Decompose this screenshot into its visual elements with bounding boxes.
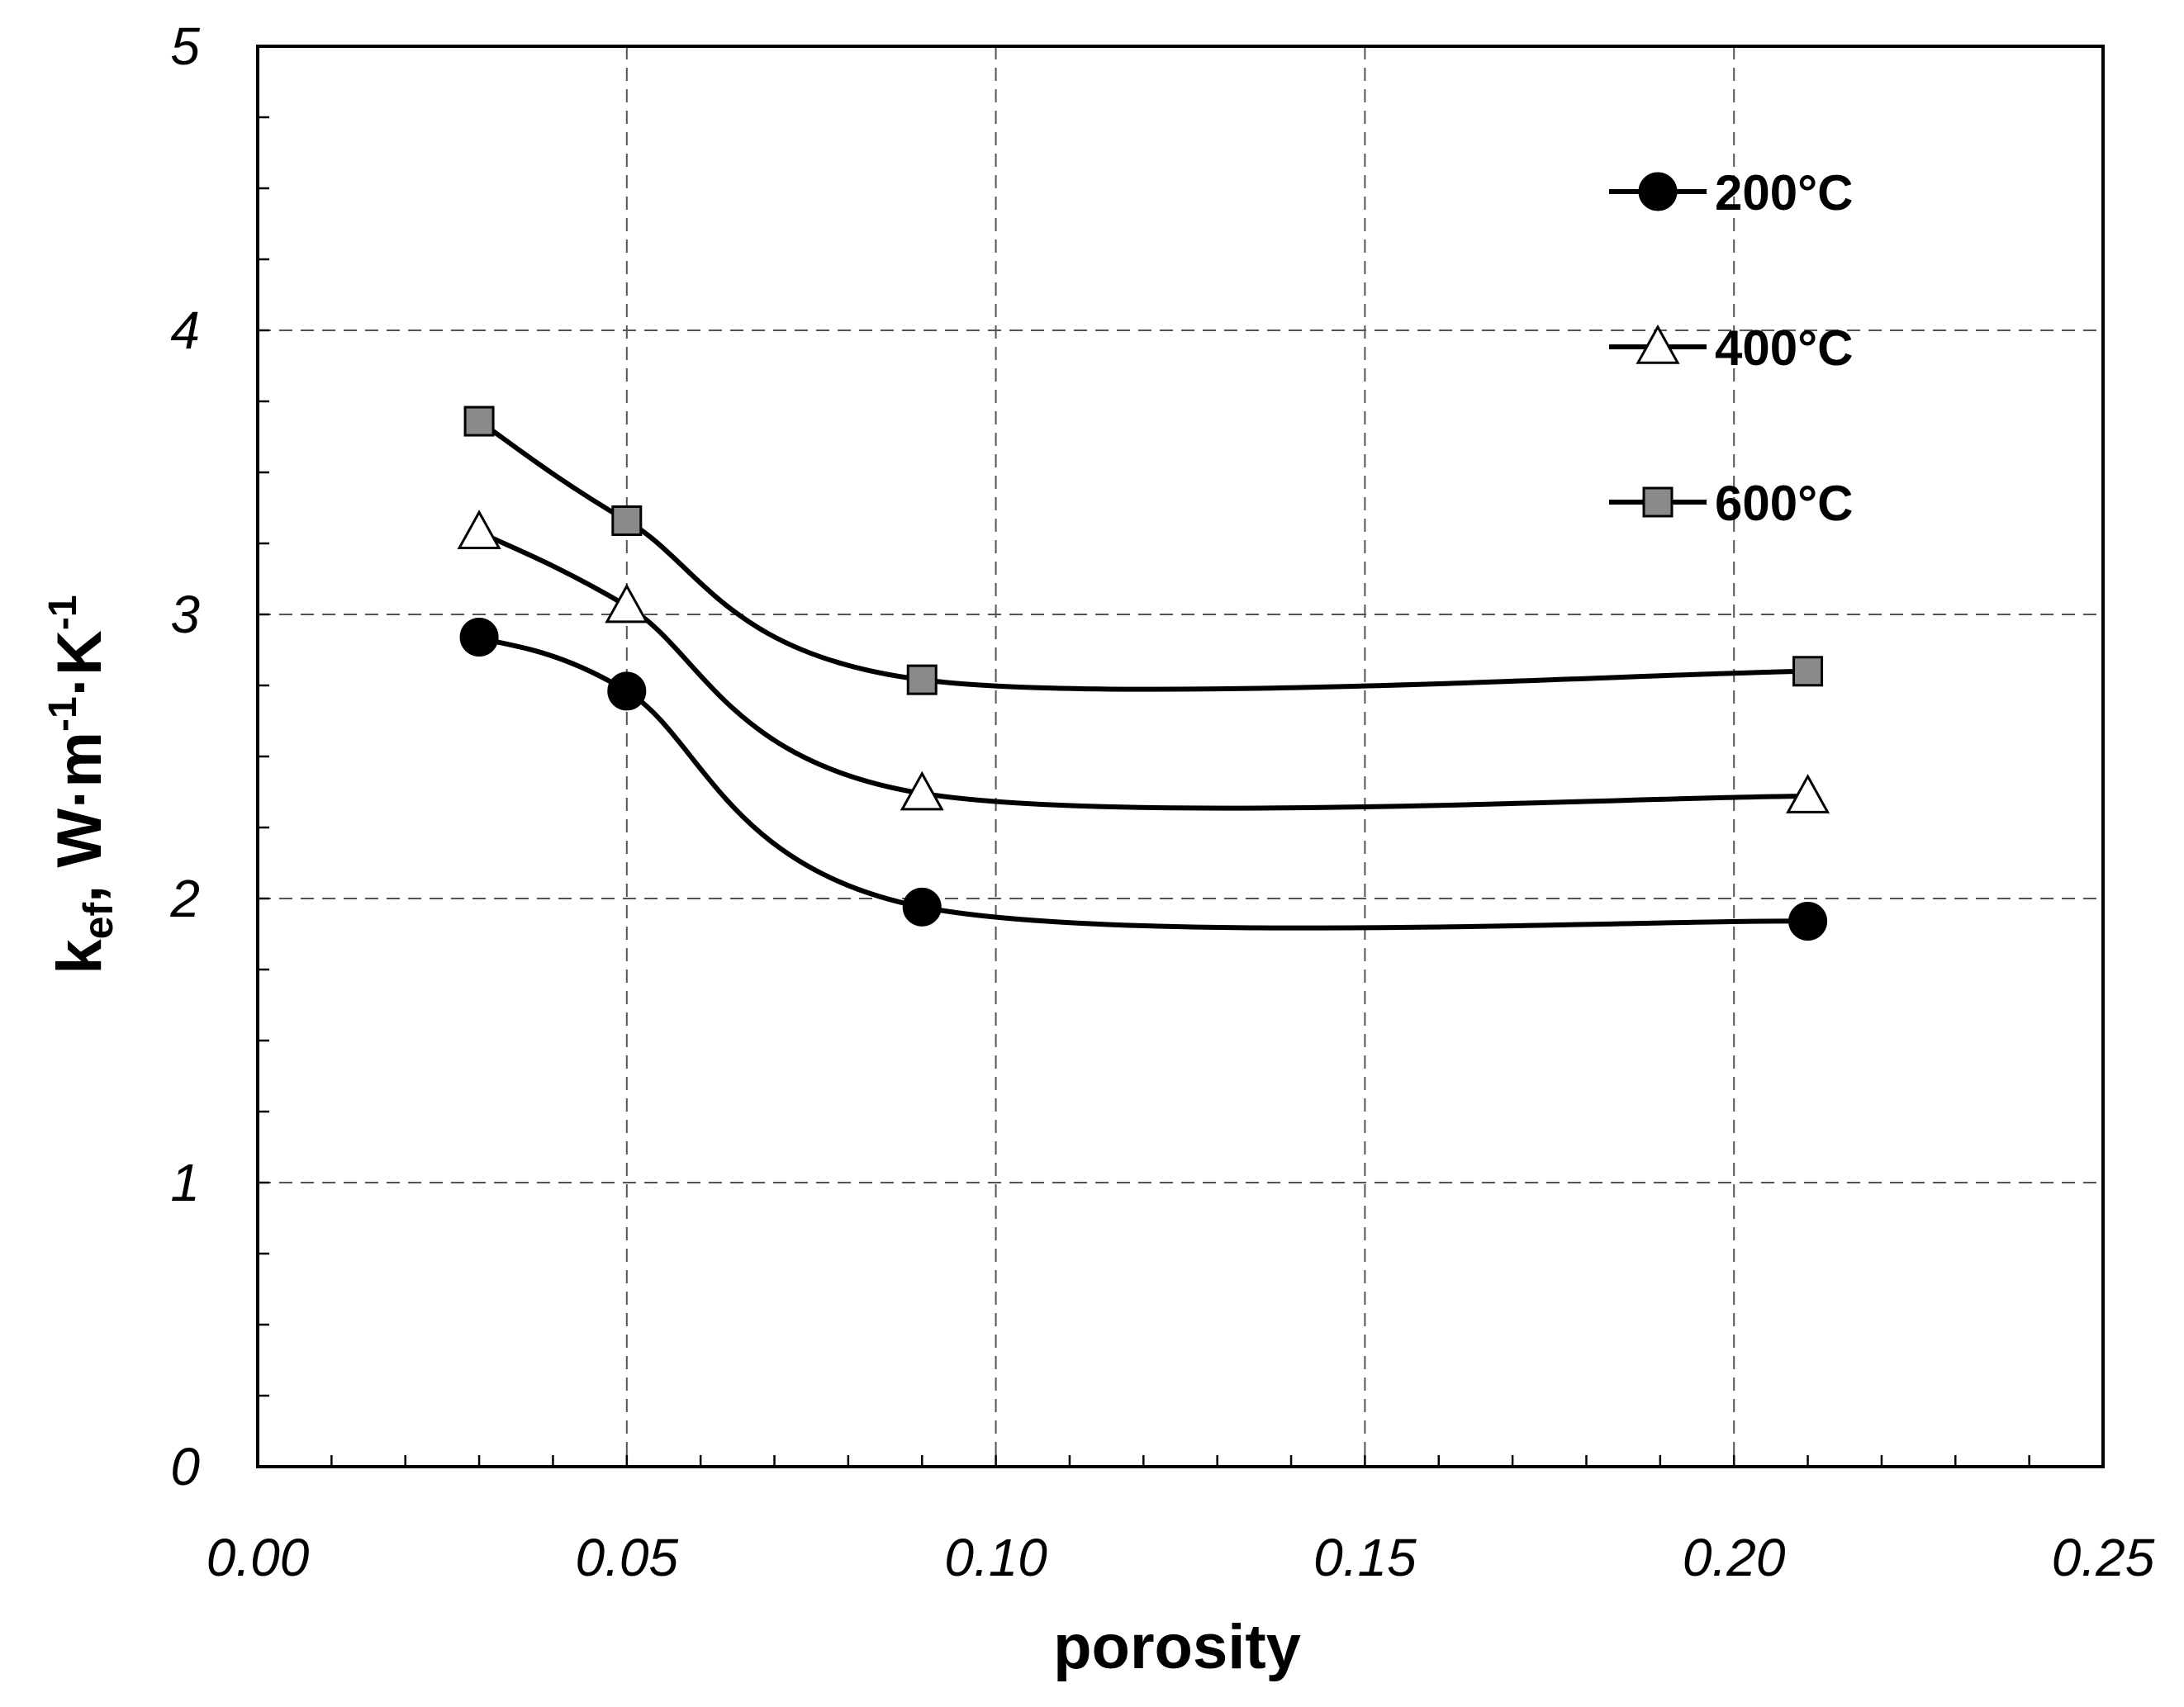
legend-marker (1638, 172, 1678, 211)
x-tick-label: 0.20 (1683, 1528, 1786, 1587)
grid-lines (258, 46, 2103, 1467)
data-point (607, 671, 647, 711)
series-line (477, 529, 1808, 811)
y-tick-label: 1 (170, 1153, 200, 1212)
x-tick-label: 0.25 (2052, 1528, 2155, 1587)
y-tick-label: 3 (170, 585, 200, 644)
y-axis-unit-part-2: ·K (45, 630, 115, 696)
x-tick-label: 0.10 (944, 1528, 1047, 1587)
series-circle (459, 618, 1828, 941)
y-axis-symbol: k (45, 939, 115, 974)
legend-marker (1636, 324, 1680, 364)
data-point (457, 510, 501, 549)
data-point (902, 887, 942, 927)
y-axis-subscript: ef (75, 903, 121, 940)
series-square (463, 405, 1824, 695)
legend-marker (1642, 486, 1674, 518)
legend-item: 600°C (1609, 476, 1853, 531)
x-tick-label: 0.15 (1313, 1528, 1417, 1587)
data-point (459, 618, 499, 657)
legend-item: 400°C (1609, 320, 1853, 376)
y-tick-labels: 0 1 2 3 4 5 (169, 17, 200, 1496)
y-axis-unit-part: , W·m (45, 732, 115, 903)
y-axis-superscript-2: -1 (41, 595, 85, 630)
data-point (1786, 774, 1830, 813)
minor-ticks (258, 116, 2030, 1467)
x-tick-label: 0.00 (207, 1528, 310, 1587)
y-tick-label: 2 (169, 869, 200, 928)
y-tick-label: 0 (170, 1437, 200, 1496)
data-point (605, 583, 649, 624)
data-point (611, 505, 643, 536)
data-point (1792, 656, 1824, 687)
legend-label: 600°C (1715, 476, 1853, 531)
plot-frame (256, 45, 2105, 1468)
x-axis-title: porosity (1053, 1612, 1301, 1682)
series-triangle (457, 510, 1830, 813)
y-axis-superscript-1: -1 (41, 696, 85, 732)
y-axis-title: kef, W·m-1·K-1 (41, 595, 121, 974)
data-point (900, 771, 944, 811)
series-line (478, 634, 1808, 931)
legend-label: 200°C (1715, 165, 1853, 220)
y-tick-label: 4 (170, 301, 200, 360)
legend-item: 200°C (1609, 165, 1853, 220)
series (457, 405, 1830, 941)
series-line (477, 419, 1808, 692)
x-tick-label: 0.05 (576, 1528, 679, 1587)
data-point (463, 405, 495, 437)
data-point (1788, 902, 1828, 941)
y-tick-label: 5 (170, 17, 200, 76)
legend-label: 400°C (1715, 320, 1853, 376)
x-tick-labels: 0.00 0.05 0.10 0.15 0.20 0.25 (207, 1528, 2155, 1587)
data-point (906, 664, 938, 695)
legend: 200°C 400°C 600°C (1609, 165, 1853, 531)
